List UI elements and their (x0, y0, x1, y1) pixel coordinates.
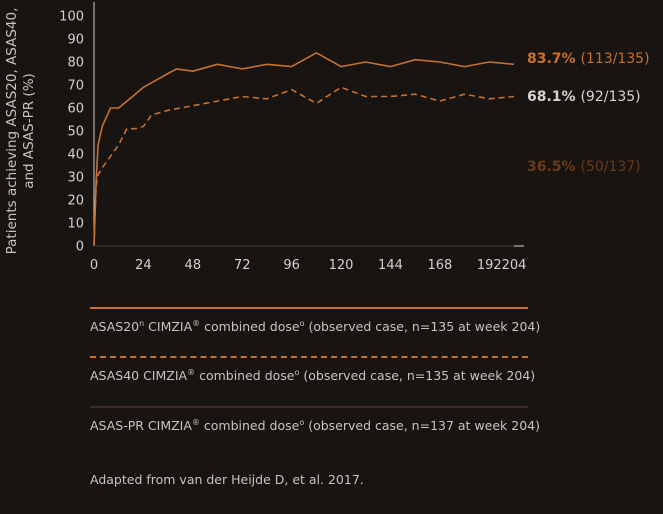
x-tick-label: 168 (427, 258, 452, 273)
x-tick-label: 204 (502, 258, 527, 273)
y-axis-label: Patients achieving ASAS20, ASAS40, and AS… (4, 8, 37, 255)
end-value-asas40: 68.1% (527, 89, 580, 105)
legend-item-asas20: ASAS20n CIMZIA® combined doseo (observed… (90, 307, 541, 334)
x-tick-label: 120 (329, 258, 354, 273)
x-tick-label: 48 (185, 258, 202, 273)
y-tick-label: 90 (67, 33, 84, 48)
end-value-asaspr: 36.5% (527, 159, 580, 175)
y-tick-label: 30 (67, 171, 84, 186)
y-axis-label-line: and ASAS-PR (%) (21, 73, 37, 189)
end-labels: 83.7% (113/135) 68.1% (92/135) 36.5% (50/1… (527, 51, 650, 175)
legend-swatch-asas40 (90, 356, 528, 358)
legend-item-asas40: ASAS40 CIMZIA® combined doseo (observed … (90, 356, 536, 383)
y-tick-label: 10 (67, 217, 84, 232)
series-lines (93, 51, 515, 247)
x-tick-label: 96 (283, 258, 300, 273)
y-tick-label: 0 (76, 240, 84, 255)
legend-label-asas20: ASAS20n CIMZIA® combined doseo (observed… (90, 318, 541, 334)
end-count-asas40: (92/135) (580, 89, 640, 105)
end-label-asaspr: 36.5% (50/137) (527, 159, 641, 175)
x-tick-label: 24 (135, 258, 152, 273)
end-value-asas20: 83.7% (527, 51, 580, 67)
legend-swatch-asas20 (90, 307, 528, 309)
legend-item-asaspr: ASAS-PR CIMZIA® combined doseo (observed… (90, 406, 540, 433)
legend-label-asaspr: ASAS-PR CIMZIA® combined doseo (observed… (90, 417, 540, 433)
x-axis-ticks: 0 24 48 72 96 120 144 168 192 204 (90, 258, 527, 273)
y-axis-ticks: 0 10 20 30 40 50 60 70 80 90 100 (59, 10, 84, 255)
end-count-asas20: (113/135) (580, 51, 649, 67)
y-tick-label: 100 (59, 10, 84, 25)
x-tick-label: 72 (234, 258, 251, 273)
end-label-asas20: 83.7% (113/135) (527, 51, 650, 67)
legend-label-asas40: ASAS40 CIMZIA® combined doseo (observed … (90, 367, 536, 383)
chart: Patients achieving ASAS20, ASAS40, and AS… (4, 2, 650, 273)
y-tick-label: 80 (67, 56, 84, 71)
series-line-asas20 (93, 51, 515, 247)
y-tick-label: 40 (67, 148, 84, 163)
source-note: Adapted from van der Heijde D, et al. 20… (90, 472, 364, 487)
legend-swatch-asaspr (90, 406, 528, 408)
y-tick-label: 60 (67, 102, 84, 117)
x-tick-label: 192 (477, 258, 502, 273)
y-axis-label-line: Patients achieving ASAS20, ASAS40, (4, 8, 20, 255)
end-label-asas40: 68.1% (92/135) (527, 89, 641, 105)
y-tick-label: 50 (67, 125, 84, 140)
series-line-asas40 (93, 86, 515, 247)
end-count-asaspr: (50/137) (580, 159, 640, 175)
x-tick-label: 144 (378, 258, 403, 273)
y-tick-label: 70 (67, 79, 84, 94)
x-tick-label: 0 (90, 258, 98, 273)
y-tick-label: 20 (67, 194, 84, 209)
